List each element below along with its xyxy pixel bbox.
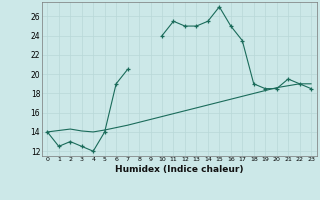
X-axis label: Humidex (Indice chaleur): Humidex (Indice chaleur): [115, 165, 244, 174]
